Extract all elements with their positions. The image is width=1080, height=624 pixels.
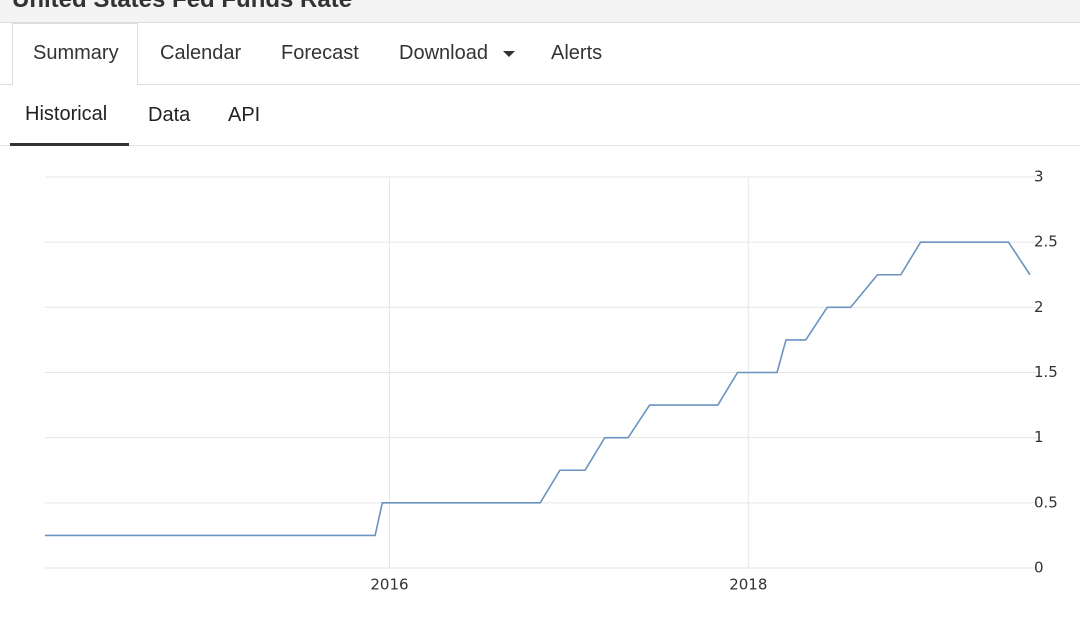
top-bar: United States Fed Funds Rate	[0, 0, 1080, 23]
data-line	[45, 241, 1031, 537]
tab[interactable]: Calendar	[160, 42, 242, 64]
y-tick-label: 0.5	[1034, 493, 1058, 511]
subtab[interactable]: Data	[148, 104, 191, 126]
active-tab-box	[12, 23, 138, 85]
tab[interactable]: Summary	[33, 42, 119, 64]
y-tick-label: 1	[1034, 428, 1044, 446]
tab[interactable]: Download	[399, 42, 488, 64]
y-tick-label: 2	[1034, 298, 1044, 316]
subtab-divider	[0, 145, 1080, 146]
page-title: United States Fed Funds Rate	[12, 0, 352, 14]
active-subtab-underline	[10, 143, 129, 146]
subtab[interactable]: API	[228, 104, 261, 126]
dropdown-caret	[503, 51, 515, 57]
tab-bar	[0, 23, 1080, 85]
tab[interactable]: Alerts	[551, 42, 603, 64]
x-tick-label: 2016	[370, 576, 408, 594]
y-tick-label: 0	[1034, 559, 1044, 577]
y-tick-label: 2.5	[1034, 233, 1058, 251]
x-tick-label: 2018	[729, 576, 767, 594]
subtab[interactable]: Historical	[25, 103, 108, 125]
tab[interactable]: Forecast	[281, 42, 359, 64]
y-tick-label: 3	[1034, 168, 1044, 186]
y-tick-label: 1.5	[1034, 363, 1058, 381]
